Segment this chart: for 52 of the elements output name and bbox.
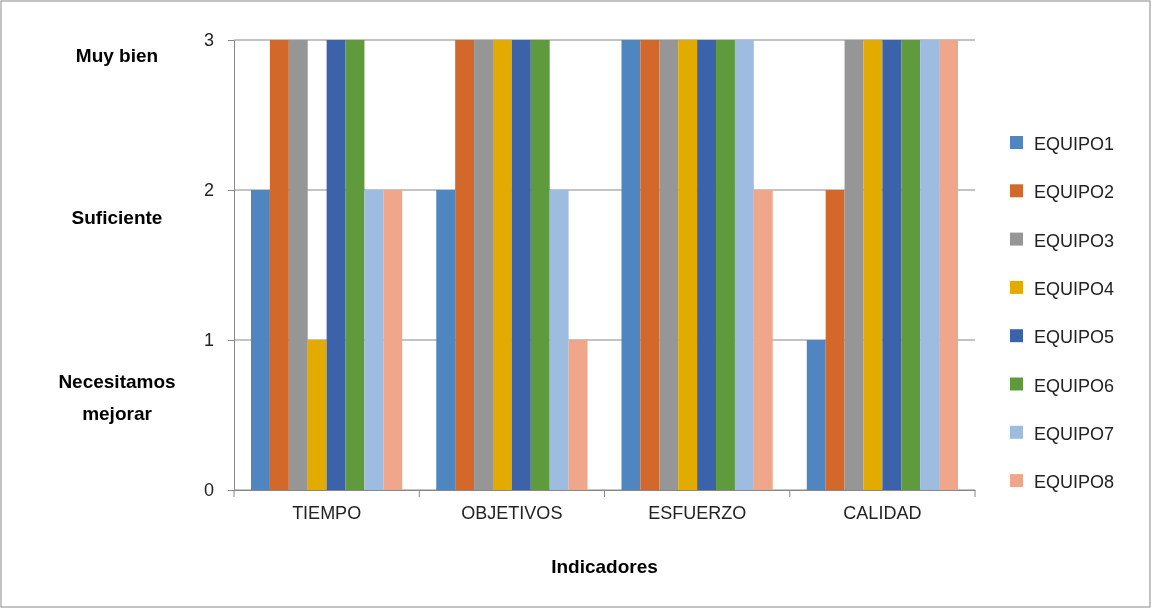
bar [678,40,698,490]
bar [734,40,754,490]
x-tick-label: ESFUERZO [648,502,747,523]
y-tick-label: 0 [203,480,214,501]
bar [920,40,940,490]
x-axis-title: Indicadores [551,556,658,577]
x-tick-label: CALIDAD [843,502,922,523]
bar [345,40,365,490]
bar [530,40,550,490]
y-tick-label: 2 [203,180,214,201]
bar [659,40,679,490]
legend-label: EQUIPO8 [1034,472,1115,493]
bar [844,40,864,490]
bar [288,40,308,490]
bar [825,190,845,490]
y-tick-label: 1 [203,330,214,351]
bar [251,190,270,490]
bar [621,40,641,490]
legend-label: EQUIPO7 [1034,423,1115,444]
bar [492,40,512,490]
bar [901,40,921,490]
bar [697,40,717,490]
legend-label: EQUIPO2 [1034,182,1115,203]
bar [269,40,289,490]
bar [806,340,826,490]
bar [474,40,493,490]
bar [383,190,403,490]
bar [939,40,958,490]
bar [307,340,327,490]
legend-label: EQUIPO4 [1034,278,1115,299]
bar [455,40,475,490]
legend-label: EQUIPO1 [1034,134,1115,154]
bar [640,40,660,490]
bar [716,40,735,490]
text: Muy bien [75,45,159,66]
y-tick-label: 3 [203,30,214,51]
legend-label: EQUIPO6 [1034,375,1115,396]
x-tick-label: OBJETIVOS [461,502,563,523]
x-tick-label: TIEMPO [292,502,362,523]
text: Suficiente [71,207,163,228]
bar [436,190,456,490]
legend-label: EQUIPO3 [1034,230,1115,251]
text: Necesitamos mejorar [58,371,176,424]
bar [753,190,773,490]
bar [863,40,883,490]
bar [511,40,531,490]
bar [882,40,902,490]
bar [326,40,346,490]
bar [549,190,569,490]
legend-label: EQUIPO5 [1034,327,1115,348]
bar [568,340,588,490]
bar [364,190,384,490]
